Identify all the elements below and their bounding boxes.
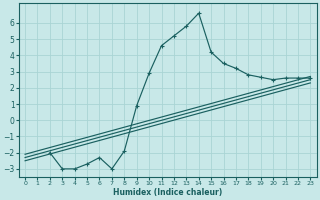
X-axis label: Humidex (Indice chaleur): Humidex (Indice chaleur): [113, 188, 222, 197]
